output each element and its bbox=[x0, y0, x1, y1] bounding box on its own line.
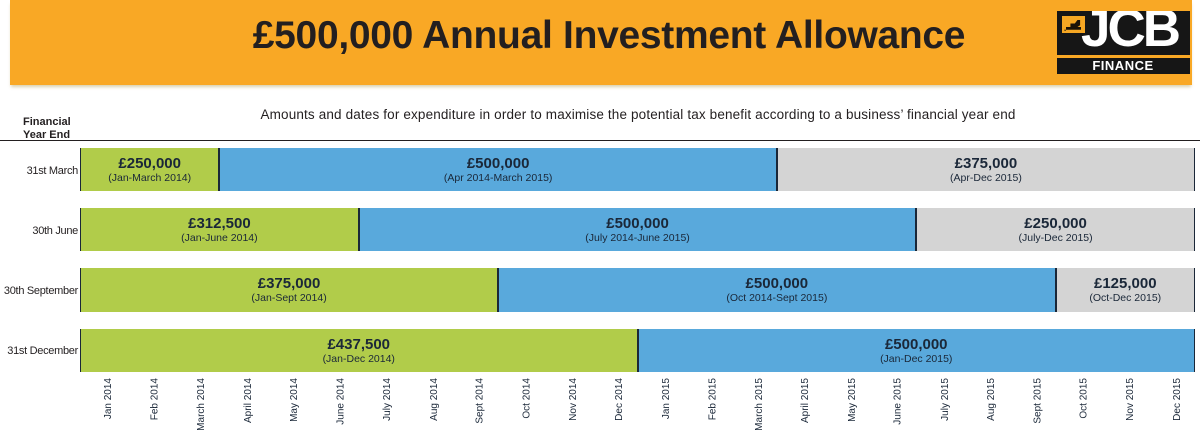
svg-text:FINANCE: FINANCE bbox=[1092, 58, 1153, 73]
svg-text:JCB: JCB bbox=[1081, 11, 1179, 58]
